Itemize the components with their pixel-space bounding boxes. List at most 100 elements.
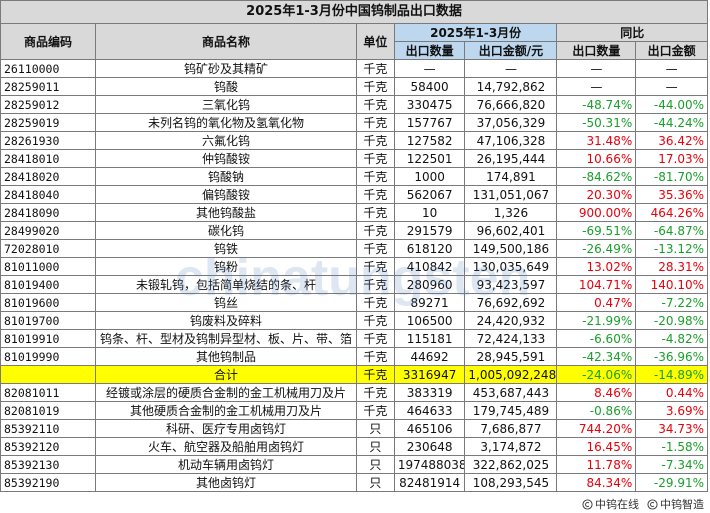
header-export-amount: 出口金额/元 <box>464 41 558 60</box>
cell-export-qty: 410842 <box>393 257 466 276</box>
cell-yoy-amount: -14.89% <box>635 365 708 384</box>
cell-export-qty: 106500 <box>393 311 466 330</box>
cell-code: 26110000 <box>0 59 97 78</box>
cell-export-amount: 1,326 <box>464 203 558 222</box>
cell-name: 钨废料及碎料 <box>95 311 357 330</box>
cell-export-qty: 230648 <box>393 437 466 456</box>
cell-code: 82081019 <box>0 401 97 420</box>
table-row: 28261930 六氟化钨 千克 127582 47,106,328 31.48% 36.4… <box>0 131 708 150</box>
table-body: 26110000 钨矿砂及其精矿 千克 — — — —28259011 钨酸 千克 58400 14… <box>0 59 708 492</box>
cell-yoy-qty: — <box>556 59 637 78</box>
cell-unit: 千克 <box>355 365 395 384</box>
cell-yoy-qty: 13.02% <box>556 257 637 276</box>
cell-yoy-amount: -4.82% <box>635 329 708 348</box>
cell-code: 28259011 <box>0 77 97 96</box>
cell-code: 85392130 <box>0 455 97 474</box>
table-row: 81019910 钨条、杆、型材及钨制异型材、板、片、带、箔 千克 115181 72,… <box>0 329 708 348</box>
cell-yoy-amount: — <box>635 59 708 78</box>
table-row: 28259011 钨酸 千克 58400 14,792,862— — <box>0 77 708 96</box>
header-yoy-qty: 出口数量 <box>556 41 637 60</box>
cell-unit: 千克 <box>355 257 395 276</box>
cell-yoy-qty: -6.60% <box>556 329 637 348</box>
cell-export-qty: 330475 <box>393 95 466 114</box>
cell-export-qty: 127582 <box>393 131 466 150</box>
footer: 中钨在线 中钨智造 <box>582 496 704 512</box>
cell-unit: 千克 <box>355 383 395 402</box>
table-row: 28418090 其他钨酸盐 千克 10 1,326 900.00% 464.26% <box>0 203 708 222</box>
cell-name: 未锻轧钨，包括简单烧结的条、杆 <box>95 275 357 294</box>
cell-name: 三氧化钨 <box>95 95 357 114</box>
cell-name: 钨矿砂及其精矿 <box>95 59 357 78</box>
table-row: 28259019 未列名钨的氧化物及氢氧化物 千克 157767 37,056,329-… <box>0 113 708 132</box>
header-code: 商品编码 <box>0 23 97 60</box>
cell-name: 火车、航空器及船舶用卤钨灯 <box>95 437 357 456</box>
cell-yoy-amount: -44.24% <box>635 113 708 132</box>
cell-yoy-qty: 20.30% <box>556 185 637 204</box>
cell-yoy-qty: -26.49% <box>556 239 637 258</box>
cell-yoy-amount: -13.12% <box>635 239 708 258</box>
cell-unit: 千克 <box>355 167 395 186</box>
table-row: 28259012 三氧化钨 千克 330475 76,666,820 -48.74% -44… <box>0 95 708 114</box>
cell-yoy-qty: -48.74% <box>556 95 637 114</box>
footer-brand-1: 中钨在线 <box>582 496 639 512</box>
cell-name: 六氟化钨 <box>95 131 357 150</box>
cell-export-amount: 14,792,862 <box>464 77 558 96</box>
cell-code: 85392110 <box>0 419 97 438</box>
cell-export-amount: 37,056,329 <box>464 113 558 132</box>
cell-export-qty: 10 <box>393 203 466 222</box>
cell-yoy-qty: 104.71% <box>556 275 637 294</box>
cell-yoy-amount: 35.36% <box>635 185 708 204</box>
cell-unit: 千克 <box>355 221 395 240</box>
cell-export-amount: 322,862,025 <box>464 455 558 474</box>
cell-name: 偏钨酸铵 <box>95 185 357 204</box>
table-row: 85392120 火车、航空器及船舶用卤钨灯只 230648 3,174,872 16.… <box>0 437 708 456</box>
cell-unit: 千克 <box>355 95 395 114</box>
cell-code: 82081011 <box>0 383 97 402</box>
cell-export-qty: 44692 <box>393 347 466 366</box>
cell-code: 81019700 <box>0 311 97 330</box>
cell-yoy-qty: 16.45% <box>556 437 637 456</box>
cell-export-qty: 280960 <box>393 275 466 294</box>
header-export-qty: 出口数量 <box>393 41 466 60</box>
cell-name: 经镀或涂层的硬质合金制的金工机械用刀及片 <box>95 383 357 402</box>
cell-code: 28259012 <box>0 95 97 114</box>
table-row: 81019400 未锻轧钨，包括简单烧结的条、杆 千克 280960 93,423,59… <box>0 275 708 294</box>
cell-yoy-qty: 0.47% <box>556 293 637 312</box>
cell-export-qty: 3316947 <box>393 365 466 384</box>
cell-yoy-qty: 8.46% <box>556 383 637 402</box>
total-row: 合计 千克 3316947 1,005,092,248 -24.06% -14.89% <box>0 365 708 384</box>
cell-unit: 只 <box>355 437 395 456</box>
cell-unit: 千克 <box>355 329 395 348</box>
cell-export-qty: 157767 <box>393 113 466 132</box>
header-period: 2025年1-3月份 <box>393 23 558 42</box>
cell-yoy-qty: 11.78% <box>556 455 637 474</box>
table-row: 82081019 其他硬质合金制的金工机械用刀及片 千克 464633 179,745,… <box>0 401 708 420</box>
table-row: 72028010 钨铁 千克 618120 149,500,186 -26.49% -13.… <box>0 239 708 258</box>
cell-export-amount: 453,687,443 <box>464 383 558 402</box>
cell-code: 85392190 <box>0 473 97 492</box>
cell-yoy-qty: 900.00% <box>556 203 637 222</box>
copyright-icon <box>647 498 658 510</box>
cell-unit: 只 <box>355 473 395 492</box>
cell-code: 28259019 <box>0 113 97 132</box>
cell-export-amount: 76,692,692 <box>464 293 558 312</box>
cell-name: 钨酸 <box>95 77 357 96</box>
cell-yoy-amount: -44.00% <box>635 95 708 114</box>
cell-export-qty: 122501 <box>393 149 466 168</box>
cell-yoy-qty: 31.48% <box>556 131 637 150</box>
cell-name: 科研、医疗专用卤钨灯 <box>95 419 357 438</box>
cell-yoy-amount: 464.26% <box>635 203 708 222</box>
cell-yoy-qty: -21.99% <box>556 311 637 330</box>
cell-yoy-qty: -84.62% <box>556 167 637 186</box>
cell-export-qty: 618120 <box>393 239 466 258</box>
cell-code: 81011000 <box>0 257 97 276</box>
cell-unit: 千克 <box>355 275 395 294</box>
header-name: 商品名称 <box>95 23 357 60</box>
cell-yoy-amount: -7.22% <box>635 293 708 312</box>
cell-yoy-amount: -1.58% <box>635 437 708 456</box>
cell-unit: 只 <box>355 419 395 438</box>
cell-export-amount: 7,686,877 <box>464 419 558 438</box>
cell-export-amount: 179,745,489 <box>464 401 558 420</box>
cell-yoy-amount: 3.69% <box>635 401 708 420</box>
table-row: 28418010 仲钨酸铵 千克 122501 26,195,444 10.66% 17.0… <box>0 149 708 168</box>
